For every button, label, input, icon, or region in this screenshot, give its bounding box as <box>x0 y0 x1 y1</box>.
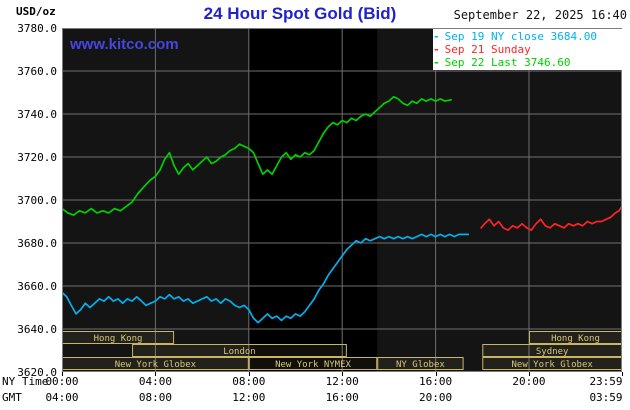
session-label-ny-globex: NY Globex <box>396 360 445 370</box>
x-tick-gmt-20-00: 20:00 <box>419 391 453 404</box>
series-sep-21-sunday <box>480 205 622 231</box>
x-tick-gmt-08-00: 08:00 <box>138 391 172 404</box>
legend-marker: - <box>433 30 440 43</box>
session-label-london: London <box>223 347 256 357</box>
plot-canvas: Hong Kong Hong Kong London Sydney New York G… <box>62 28 622 372</box>
timestamp: September 22, 2025 16:40 <box>453 8 627 22</box>
y-tick-label-3680: 3680.0 <box>17 237 57 250</box>
x-tick-ny-23-59: 23:59 <box>589 375 623 388</box>
session-box-ny-globex <box>377 357 464 370</box>
x-axis-tick <box>248 372 250 376</box>
session-box-london <box>132 344 347 357</box>
x-tick-gmt-12-00: 12:00 <box>232 391 266 404</box>
x-tick-gmt-04-00: 04:00 <box>45 391 79 404</box>
y-tick-label-3660: 3660.0 <box>17 280 57 293</box>
x-tick-gmt-16-00: 16:00 <box>325 391 359 404</box>
session-label-new-york-globex: New York Globex <box>512 360 594 370</box>
x-tick-gmt-03-59: 03:59 <box>589 391 623 404</box>
y-tick-label-3760: 3760.0 <box>17 65 57 78</box>
y-tick-label-3720: 3720.0 <box>17 151 57 164</box>
session-label-new-york-globex: New York Globex <box>115 360 197 370</box>
x-tick-ny-20-00: 20:00 <box>512 375 546 388</box>
y-tick-label-3700: 3700.0 <box>17 194 57 207</box>
session-label-hong-kong: Hong Kong <box>94 334 143 344</box>
x-axis-tick <box>155 372 157 376</box>
legend-label: Sep 21 Sunday <box>444 43 531 56</box>
unit-label: USD/oz <box>16 5 56 18</box>
session-label-sydney: Sydney <box>536 347 569 357</box>
plot-border <box>62 28 622 372</box>
x-tick-ny-04-00: 04:00 <box>138 375 172 388</box>
session-label-hong-kong: Hong Kong <box>551 334 600 344</box>
legend-marker: - <box>433 56 440 69</box>
plot-area: Hong Kong Hong Kong London Sydney New York G… <box>62 28 622 372</box>
legend-marker: - <box>433 43 440 56</box>
x-axis-tick <box>528 372 530 376</box>
legend-label: Sep 19 NY close 3684.00 <box>444 30 597 43</box>
legend-item-sep-21-sunday: - Sep 21 Sunday <box>433 43 629 56</box>
x-axis-primary-label: NY Time <box>2 375 49 388</box>
session-label-new-york-nymex: New York NYMEX <box>275 360 351 370</box>
session-box-new-york-nymex <box>248 357 378 370</box>
legend-label: Sep 22 Last 3746.60 <box>444 56 571 69</box>
x-tick-ny-00-00: 00:00 <box>45 375 79 388</box>
kitco-watermark: www.kitco.com <box>70 36 179 53</box>
x-axis-secondary-label: GMT <box>2 391 22 404</box>
legend: - Sep 19 NY close 3684.00- Sep 21 Sunday - S… <box>433 29 629 70</box>
y-tick-label-3740: 3740.0 <box>17 108 57 121</box>
legend-item-sep-19-ny-close-3684-00: - Sep 19 NY close 3684.00 <box>433 30 629 43</box>
x-axis-tick <box>342 372 344 376</box>
series-sep-19-ny-close <box>62 233 470 324</box>
x-tick-ny-16-00: 16:00 <box>419 375 453 388</box>
legend-item-sep-22-last-3746-60: - Sep 22 Last 3746.60 <box>433 56 629 69</box>
x-tick-ny-12-00: 12:00 <box>325 375 359 388</box>
y-tick-label-3640: 3640.0 <box>17 323 57 336</box>
y-tick-label-3780: 3780.0 <box>17 22 57 35</box>
x-axis-tick <box>435 372 437 376</box>
x-axis-tick <box>62 372 63 376</box>
y-tick-label-3620: 3620.0 <box>17 366 57 379</box>
series-sep-22-last <box>62 95 453 216</box>
chart-title: 24 Hour Spot Gold (Bid) <box>203 4 397 23</box>
x-tick-ny-08-00: 08:00 <box>232 375 266 388</box>
x-axis-tick <box>622 372 623 376</box>
